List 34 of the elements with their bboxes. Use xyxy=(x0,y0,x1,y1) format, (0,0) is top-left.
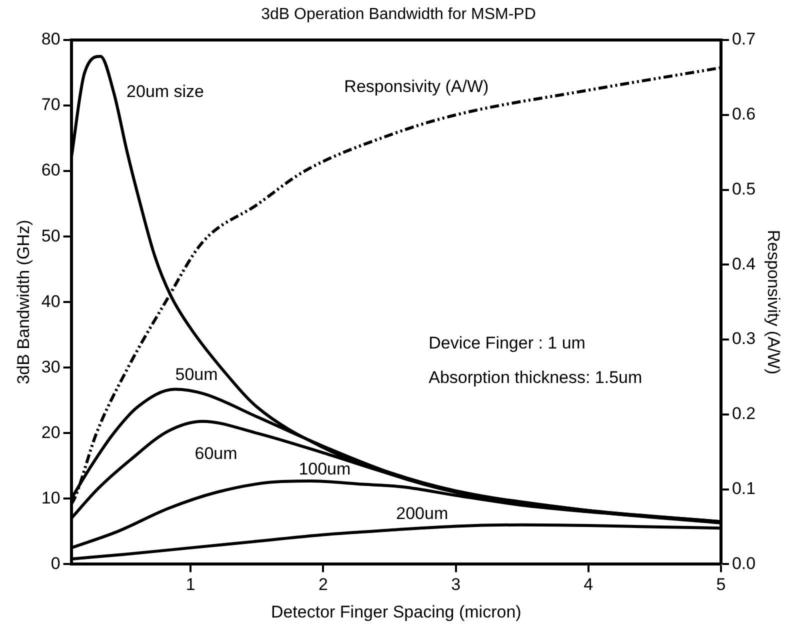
y2-axis-title: Responsivity (A/W) xyxy=(764,230,784,374)
y2-tick-label: 0.4 xyxy=(732,254,756,274)
series-label: 200um xyxy=(396,504,448,524)
y2-tick-label: 0.5 xyxy=(732,179,756,198)
y2-tick-label: 0.2 xyxy=(732,404,756,424)
series-label: 20um size xyxy=(126,82,204,102)
y-tick-label: 30 xyxy=(41,357,60,376)
y-tick-label: 20 xyxy=(41,422,60,442)
y2-tick-label: 0.7 xyxy=(732,30,756,49)
x-tick-label: 3 xyxy=(451,575,461,594)
y-tick-label: 80 xyxy=(41,30,60,49)
series-label: 60um xyxy=(194,444,238,463)
x-axis-title: Detector Finger Spacing (micron) xyxy=(270,602,522,622)
x-tick-label: 4 xyxy=(584,575,594,594)
x-tick-label: 5 xyxy=(716,575,726,594)
y2-tick-label: 0.3 xyxy=(732,329,756,348)
y-axis-title: 3dB Bandwidth (GHz) xyxy=(14,220,33,384)
x-tick-label: 1 xyxy=(186,575,196,594)
x-tick-label: 2 xyxy=(318,575,328,594)
y2-tick-label: 0.0 xyxy=(732,554,756,573)
y-tick-label: 0 xyxy=(50,554,60,573)
y2-tick-label: 0.6 xyxy=(732,104,756,124)
series-label: 100um xyxy=(298,460,351,479)
chart-title: 3dB Operation Bandwidth for MSM-PD xyxy=(260,6,537,24)
series-label: 50um xyxy=(175,365,218,384)
y2-tick-label: 0.1 xyxy=(732,479,756,498)
y-tick-label: 50 xyxy=(41,226,60,246)
y-tick-label: 60 xyxy=(41,160,60,180)
series-label: Responsivity (A/W) xyxy=(344,76,489,96)
y-tick-label: 70 xyxy=(41,95,60,114)
annotation: Device Finger : 1 um xyxy=(428,334,586,353)
y-tick-label: 40 xyxy=(41,292,60,311)
y-tick-label: 10 xyxy=(41,488,60,508)
annotation: Absorption thickness: 1.5um xyxy=(428,368,642,387)
